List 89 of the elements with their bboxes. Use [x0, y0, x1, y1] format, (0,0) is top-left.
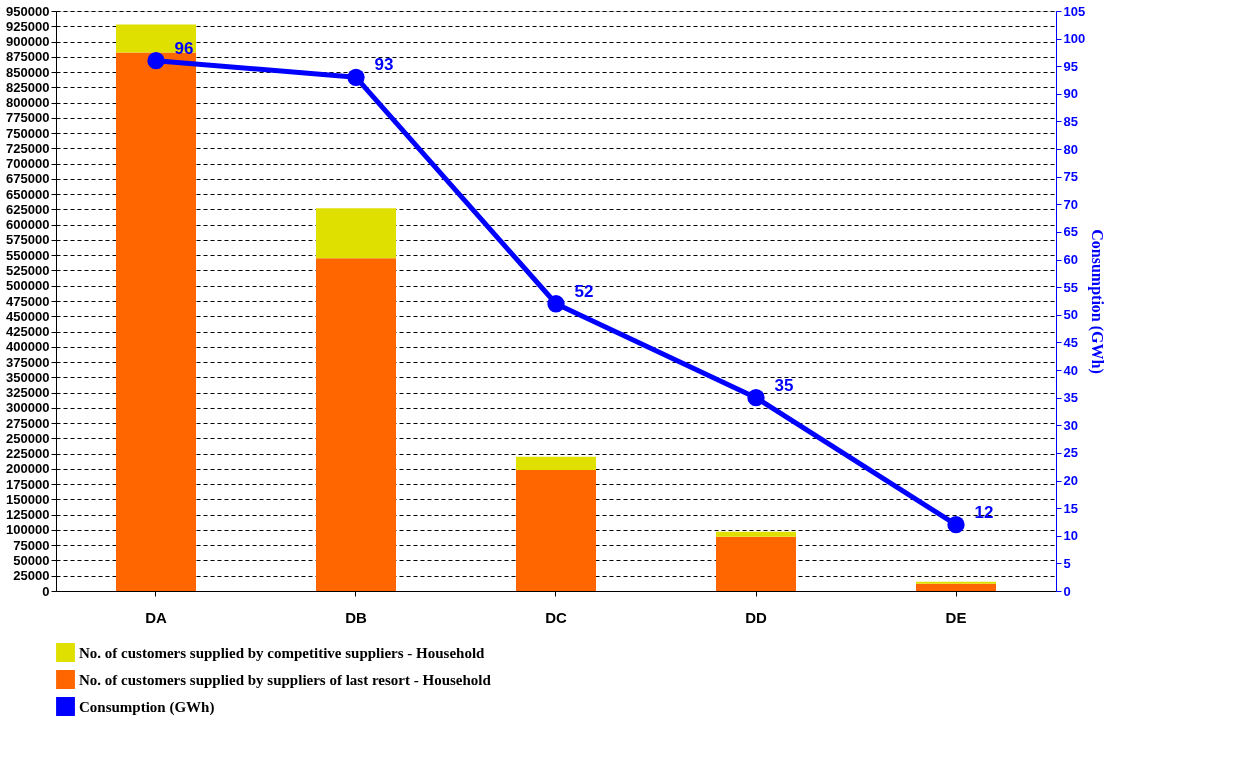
x-tick-label: DD: [745, 608, 767, 626]
y-tick-label: 575000: [6, 232, 50, 248]
y2-tick-label: 40: [1063, 362, 1078, 378]
y2-tick-label: 90: [1063, 86, 1078, 102]
y-tick-label: 175000: [6, 476, 50, 492]
y-tick-label: 700000: [6, 156, 50, 172]
y2-tick-label: 15: [1063, 500, 1078, 516]
y-tick-label: 275000: [6, 415, 50, 431]
y-tick-label: 225000: [6, 446, 50, 462]
y-tick-label: 75000: [13, 537, 50, 553]
x-tick-label: DB: [345, 608, 367, 626]
legend-label: No. of customers supplied by suppliers of last resort - Household: [79, 671, 492, 688]
bar: [716, 536, 796, 591]
y-tick-label: 150000: [6, 491, 50, 507]
x-tick-label: DE: [945, 608, 967, 626]
y2-tick-label: 70: [1063, 196, 1078, 212]
y2-tick-label: 0: [1063, 583, 1071, 599]
y2-tick-label: 20: [1063, 473, 1078, 489]
y-tick-label: 825000: [6, 79, 50, 95]
y-tick-label: 350000: [6, 369, 50, 385]
y2-tick-label: 5: [1063, 555, 1071, 571]
y-tick-label: 300000: [6, 400, 50, 416]
bar: [116, 24, 196, 53]
y-tick-label: 775000: [6, 110, 50, 126]
y2-tick-label: 30: [1063, 417, 1078, 433]
y2-tick-label: 35: [1063, 390, 1078, 406]
y-tick-label: 625000: [6, 201, 50, 217]
y-tick-label: 450000: [6, 308, 50, 324]
y2-axis-title: Consumption (GWh): [1088, 229, 1107, 374]
bar: [316, 208, 396, 259]
y2-tick-label: 60: [1063, 252, 1078, 268]
point: [947, 516, 965, 534]
y2-tick-label: 10: [1063, 528, 1078, 544]
y2-tick-label: 25: [1063, 445, 1078, 461]
y-tick-label: 950000: [6, 3, 50, 19]
y-tick-label: 100000: [6, 522, 50, 538]
y2-tick-label: 55: [1063, 279, 1078, 295]
point: [347, 68, 365, 86]
y-tick-label: 200000: [6, 461, 50, 477]
bar: [516, 456, 596, 471]
data-label: 93: [374, 55, 394, 75]
y-tick-label: 500000: [6, 278, 50, 294]
y-tick-label: 675000: [6, 171, 50, 187]
y2-tick-label: 80: [1063, 141, 1078, 157]
y2-tick-label: 45: [1063, 334, 1078, 350]
y-tick-label: 900000: [6, 34, 50, 50]
y-tick-label: 550000: [6, 247, 50, 263]
y-tick-label: 875000: [6, 49, 50, 65]
y-tick-label: 0: [42, 583, 50, 599]
y-tick-label: 750000: [6, 125, 50, 141]
y2-tick-label: 65: [1063, 224, 1078, 240]
y-tick-label: 525000: [6, 262, 50, 278]
x-tick-label: DC: [545, 608, 567, 626]
y-tick-label: 600000: [6, 217, 50, 233]
bar: [116, 52, 196, 591]
y-tick-label: 850000: [6, 64, 50, 80]
y2-tick-label: 105: [1063, 3, 1086, 19]
bar: [716, 531, 796, 537]
y2-tick-label: 100: [1063, 31, 1086, 47]
y2-tick-label: 75: [1063, 169, 1078, 185]
data-label: 12: [974, 502, 994, 522]
y-tick-label: 125000: [6, 507, 50, 523]
y-tick-label: 50000: [13, 552, 50, 568]
legend-label: Consumption (GWh): [79, 698, 215, 716]
point: [147, 52, 165, 70]
point: [547, 295, 565, 313]
y2-tick-label: 50: [1063, 307, 1078, 323]
y-tick-label: 375000: [6, 354, 50, 370]
bar: [516, 470, 596, 591]
legend-label: No. of customers supplied by competitive suppliers - Household: [79, 644, 486, 661]
data-label: 52: [574, 281, 594, 301]
data-label: 35: [774, 375, 794, 395]
data-label: 96: [174, 38, 194, 58]
x-tick-label: DA: [145, 608, 167, 626]
y-tick-label: 475000: [6, 293, 50, 309]
y-tick-label: 800000: [6, 95, 50, 111]
y-tick-label: 325000: [6, 385, 50, 401]
bar: [316, 258, 396, 591]
point: [747, 389, 765, 407]
y-tick-label: 250000: [6, 430, 50, 446]
bar: [916, 583, 996, 591]
y-tick-label: 25000: [13, 568, 50, 584]
y-tick-label: 425000: [6, 324, 50, 340]
y-tick-label: 925000: [6, 18, 50, 34]
y-tick-label: 400000: [6, 339, 50, 355]
y2-tick-label: 85: [1063, 113, 1078, 129]
y-tick-label: 650000: [6, 186, 50, 202]
y2-tick-label: 95: [1063, 58, 1078, 74]
y-tick-label: 725000: [6, 140, 50, 156]
